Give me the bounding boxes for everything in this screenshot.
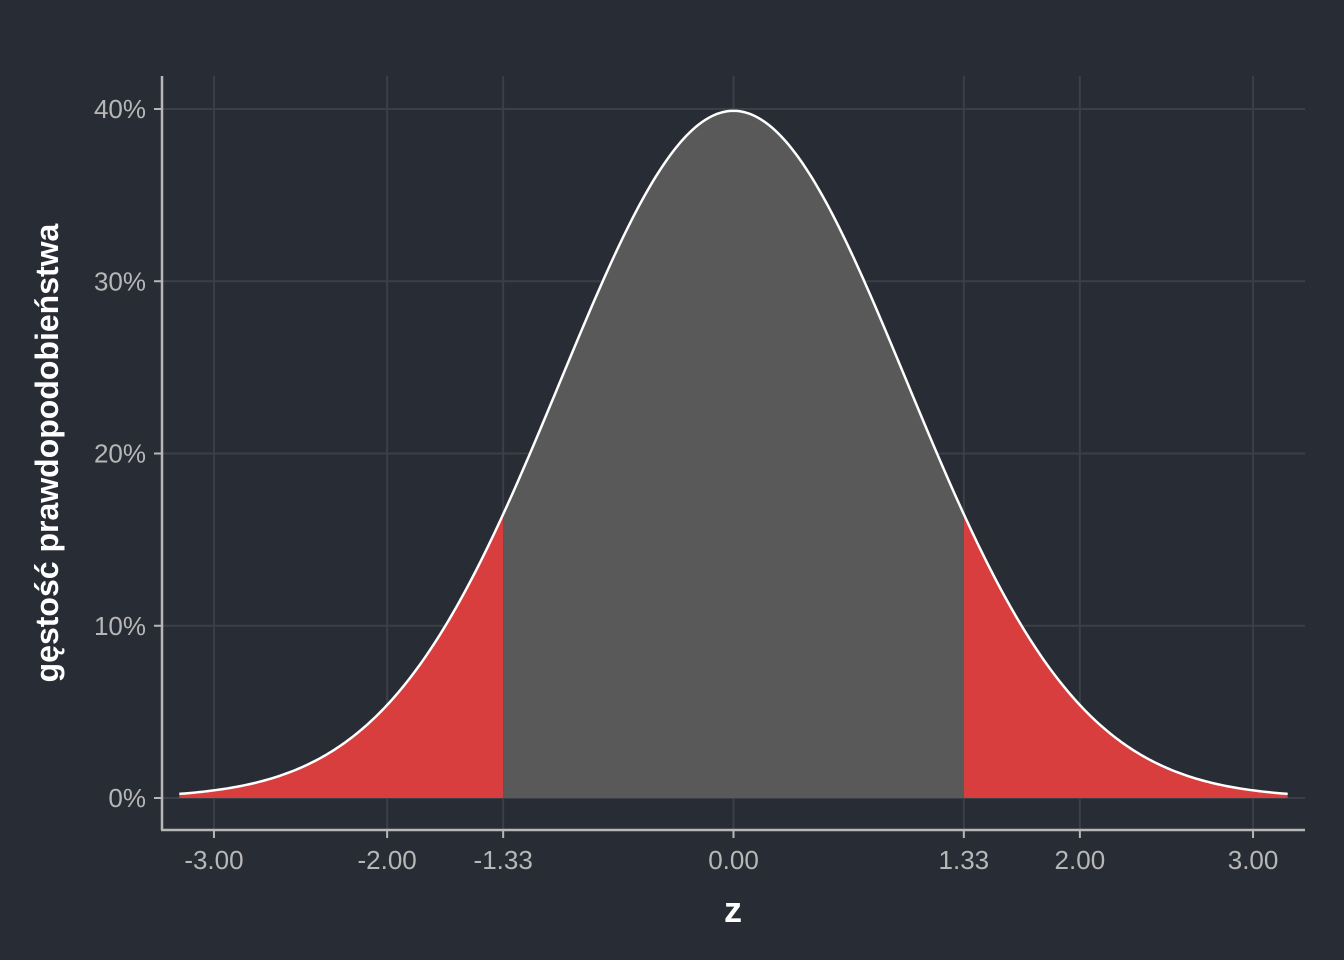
y-axis-title: gęstość prawdopodobieństwa	[29, 223, 65, 682]
y-tick-label: 40%	[94, 94, 146, 124]
y-axis-ticks: 0% 10% 20% 30% 40%	[94, 94, 162, 813]
x-tick-label: -3.00	[184, 845, 243, 875]
x-tick-label: -2.00	[358, 845, 417, 875]
density-curve	[179, 109, 1288, 796]
y-tick-label: 20%	[94, 439, 146, 469]
y-tick-label: 0%	[108, 783, 146, 813]
x-tick-label: 2.00	[1055, 845, 1106, 875]
x-axis-ticks: -3.00 -2.00 -1.33 0.00 1.33 2.00 3.00	[184, 830, 1278, 875]
density-regions	[179, 110, 1288, 798]
y-tick-label: 30%	[94, 266, 146, 296]
x-tick-label: 0.00	[708, 845, 759, 875]
y-tick-label: 10%	[94, 611, 146, 641]
x-axis-title: z	[724, 889, 742, 930]
x-tick-label: 1.33	[939, 845, 990, 875]
density-region	[503, 110, 964, 798]
x-tick-label: 3.00	[1228, 845, 1279, 875]
density-region	[963, 514, 1288, 798]
x-tick-label: -1.33	[474, 845, 533, 875]
density-region	[179, 514, 504, 798]
